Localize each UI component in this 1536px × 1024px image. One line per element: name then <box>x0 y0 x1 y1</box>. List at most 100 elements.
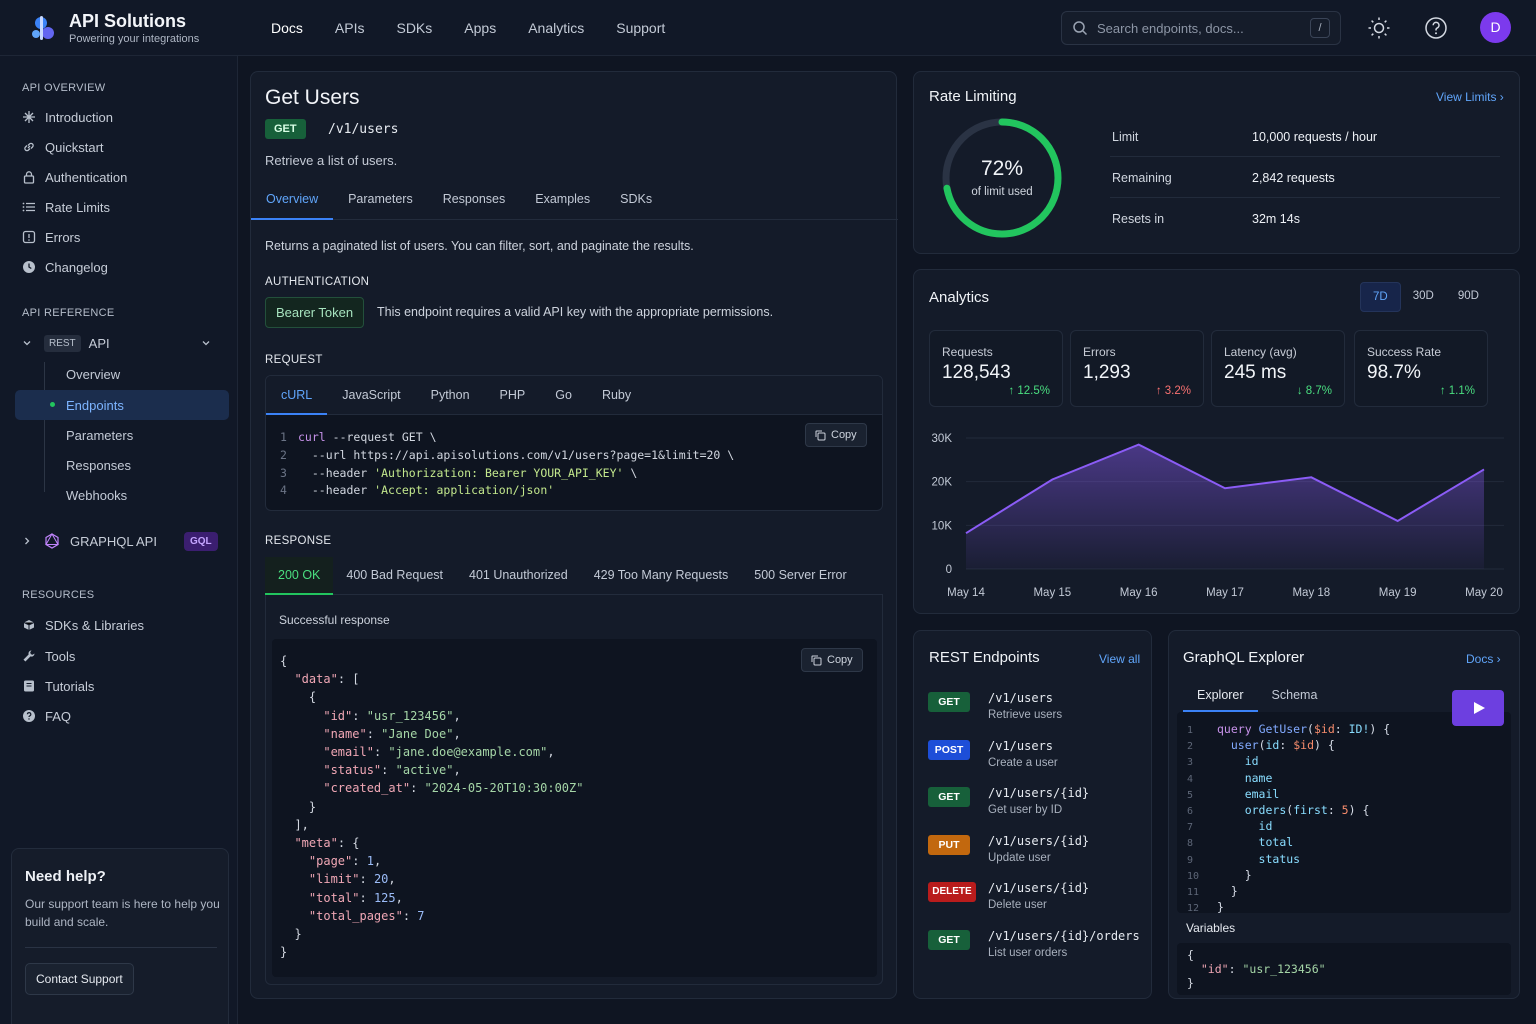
sidebar-group-graphql[interactable]: GRAPHQL API <box>22 530 217 552</box>
variables-editor[interactable]: { "id": "usr_123456"} <box>1177 943 1511 995</box>
sidebar-item-rate-limits[interactable]: Rate Limits <box>22 196 110 218</box>
tab-javascript[interactable]: JavaScript <box>342 388 401 402</box>
sidebar-item-parameters[interactable]: Parameters <box>66 428 134 443</box>
endpoint-row[interactable]: GET/v1/users/{id} Get user by ID <box>928 784 1138 824</box>
sidebar-item-label: Rate Limits <box>45 199 111 215</box>
play-icon <box>1474 702 1485 714</box>
chevron-down-icon[interactable] <box>201 338 211 348</box>
area-fill <box>966 444 1484 569</box>
sidebar-item-label: Changelog <box>45 259 108 275</box>
endpoint-description: Delete user <box>988 899 1047 911</box>
nav-sdks[interactable]: SDKs <box>396 20 433 36</box>
graphql-query-editor[interactable]: 1 query GetUser($id: ID!) {2 user(id: $id… <box>1177 712 1511 914</box>
request-code: 1 curl --request GET \ 2 --url https://api… <box>280 429 734 500</box>
nav-support[interactable]: Support <box>616 20 666 36</box>
tab-explorer[interactable]: Explorer <box>1183 680 1258 712</box>
card-title: Rate Limiting <box>929 88 1017 105</box>
endpoint-tabs: Overview Parameters Responses Examples S… <box>251 180 898 220</box>
method-badge: GET <box>928 787 970 807</box>
avatar[interactable]: D <box>1480 12 1511 43</box>
sidebar-item-webhooks[interactable]: Webhooks <box>66 488 128 503</box>
period-90d[interactable]: 90D <box>1457 290 1479 302</box>
rest-endpoints-card: REST Endpoints View all GET/v1/users Retr… <box>913 630 1152 999</box>
sidebar-item-tutorials[interactable]: Tutorials <box>22 675 94 697</box>
endpoint-description: Retrieve users <box>988 709 1063 721</box>
tab-sdks[interactable]: SDKs <box>620 192 653 206</box>
endpoint-path: /v1/users <box>328 122 399 137</box>
sidebar-item-introduction[interactable]: Introduction <box>22 106 113 128</box>
contact-support-button[interactable]: Contact Support <box>25 963 134 995</box>
tab-schema[interactable]: Schema <box>1271 688 1318 702</box>
graphql-api-label: GRAPHQL API <box>70 533 157 549</box>
tab-responses[interactable]: Responses <box>442 192 506 206</box>
sidebar-item-sdks[interactable]: SDKs & Libraries <box>22 614 144 636</box>
limit-row: Limit 10,000 requests / hour <box>1110 116 1500 157</box>
tab-overview[interactable]: Overview <box>251 180 334 220</box>
logo-icon[interactable] <box>26 11 60 45</box>
arrow-up-icon: ↑ <box>1155 385 1162 397</box>
view-all-link[interactable]: View all <box>1099 652 1141 666</box>
endpoint-row[interactable]: GET/v1/users Retrieve users <box>928 689 1138 729</box>
period-30d[interactable]: 30D <box>1412 290 1434 302</box>
analytics-card: Analytics 7D 30D 90D Requests 128,543 ↑ … <box>913 269 1520 614</box>
endpoint-row[interactable]: PUT/v1/users/{id} Update user <box>928 832 1138 872</box>
sidebar-item-rest-overview[interactable]: Overview <box>66 367 121 382</box>
nav-docs[interactable]: Docs <box>271 20 303 36</box>
sidebar-item-tools[interactable]: Tools <box>22 645 75 667</box>
endpoint-path: /v1/users <box>988 691 1054 705</box>
package-icon <box>23 620 35 630</box>
help-icon[interactable] <box>1424 16 1448 40</box>
tab-200-ok[interactable]: 200 OK <box>265 557 334 595</box>
sidebar-item-responses[interactable]: Responses <box>66 458 132 473</box>
sparkle-icon <box>23 111 35 123</box>
chevron-down-icon <box>23 341 31 346</box>
tab-ruby[interactable]: Ruby <box>601 388 632 402</box>
theme-toggle-icon[interactable] <box>1367 16 1391 40</box>
tab-go[interactable]: Go <box>555 388 572 402</box>
period-selector: 7D 30D 90D <box>1360 282 1491 312</box>
response-panel: Successful response Copy { "data": [ { "… <box>265 595 883 985</box>
rate-limit-card: Rate Limiting View Limits › 72% of limit… <box>913 71 1520 254</box>
help-text: Our support team is here to help you bui… <box>25 897 220 929</box>
card-title: REST Endpoints <box>929 649 1040 666</box>
sidebar-item-errors[interactable]: Errors <box>22 226 80 248</box>
arrow-down-icon: ↓ <box>1296 385 1303 397</box>
help-title: Need help? <box>25 868 106 885</box>
stat-latency: Latency (avg) 245 ms ↓ 8.7% <box>1211 330 1345 407</box>
tab-parameters[interactable]: Parameters <box>348 192 413 206</box>
search-shortcut: / <box>1310 18 1330 38</box>
sidebar-item-quickstart[interactable]: Quickstart <box>22 136 104 158</box>
sidebar-item-faq[interactable]: FAQ <box>22 705 71 727</box>
endpoint-row[interactable]: POST/v1/users Create a user <box>928 737 1138 777</box>
copy-request-button[interactable]: Copy <box>805 423 867 447</box>
main-nav: Docs APIs SDKs Apps Analytics Support <box>255 0 681 56</box>
tab-php[interactable]: PHP <box>499 388 526 402</box>
sidebar-group-rest-api[interactable]: REST API <box>22 332 217 354</box>
response-code-block: Copy { "data": [ { "id": "usr_123456", "… <box>272 639 877 977</box>
graphql-docs-link[interactable]: Docs › <box>1466 652 1501 666</box>
view-limits-link[interactable]: View Limits › <box>1436 90 1504 104</box>
method-badge: GET <box>928 929 970 950</box>
nav-analytics[interactable]: Analytics <box>528 20 585 36</box>
nav-apps[interactable]: Apps <box>464 20 497 36</box>
endpoint-row[interactable]: DELETE/v1/users/{id} Delete user <box>928 879 1138 919</box>
nav-apis[interactable]: APIs <box>334 20 365 36</box>
tab-curl[interactable]: cURL <box>266 376 328 415</box>
tab-examples[interactable]: Examples <box>535 192 591 206</box>
sidebar-item-label: Tutorials <box>45 678 95 694</box>
sidebar-item-label: FAQ <box>45 708 72 724</box>
tab-500-server-error[interactable]: 500 Server Error <box>754 568 847 582</box>
search-input[interactable]: Search endpoints, docs... / <box>1061 11 1341 45</box>
tab-429-too-many[interactable]: 429 Too Many Requests <box>593 568 729 582</box>
run-query-button[interactable] <box>1452 690 1504 726</box>
sidebar-item-authentication[interactable]: Authentication <box>22 166 127 188</box>
copy-label: Copy <box>831 429 857 441</box>
sidebar-item-endpoints[interactable]: Endpoints <box>66 398 124 413</box>
sidebar-item-changelog[interactable]: Changelog <box>22 256 108 278</box>
tab-400-bad-request[interactable]: 400 Bad Request <box>346 568 443 582</box>
tab-401-unauthorized[interactable]: 401 Unauthorized <box>469 568 568 582</box>
period-7d[interactable]: 7D <box>1360 282 1401 312</box>
endpoint-row[interactable]: GET/v1/users/{id}/orders List user orders <box>928 927 1140 967</box>
copy-response-button[interactable]: Copy <box>801 648 863 672</box>
tab-python[interactable]: Python <box>430 388 470 402</box>
